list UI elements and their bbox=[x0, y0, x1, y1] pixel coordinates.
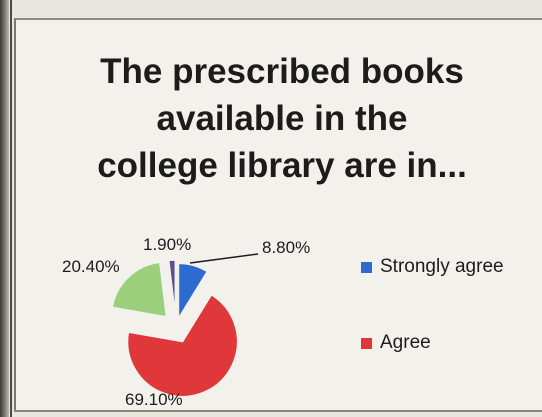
pie-slice-agree bbox=[126, 293, 239, 398]
slide-panel bbox=[14, 18, 542, 412]
pie-slice-purple bbox=[167, 259, 177, 316]
pie-slice-green bbox=[111, 261, 168, 318]
legend-marker-agree bbox=[361, 338, 372, 349]
label-leader-line bbox=[189, 253, 259, 264]
pie-slice-strongly-agree bbox=[177, 262, 209, 321]
chart-title-line-2: available in the bbox=[156, 99, 408, 138]
data-label-agree: 69.10% bbox=[125, 390, 183, 409]
chart-title-line-1: The prescribed books bbox=[100, 52, 464, 91]
data-label-strongly-agree: 8.80% bbox=[262, 238, 310, 257]
legend-label-strongly-agree: Strongly agree bbox=[380, 256, 504, 277]
data-label-purple-slice: 1.90% bbox=[143, 235, 191, 254]
page-binding-edge bbox=[0, 0, 12, 417]
slide-bottom-border bbox=[14, 410, 542, 412]
chart-title-line-3: college library are in... bbox=[97, 146, 467, 185]
legend-marker-strongly-agree bbox=[361, 262, 372, 273]
chart-title: The prescribed books available in the co… bbox=[62, 48, 502, 189]
data-label-green-slice: 20.40% bbox=[62, 257, 120, 276]
legend-label-agree: Agree bbox=[380, 332, 431, 353]
